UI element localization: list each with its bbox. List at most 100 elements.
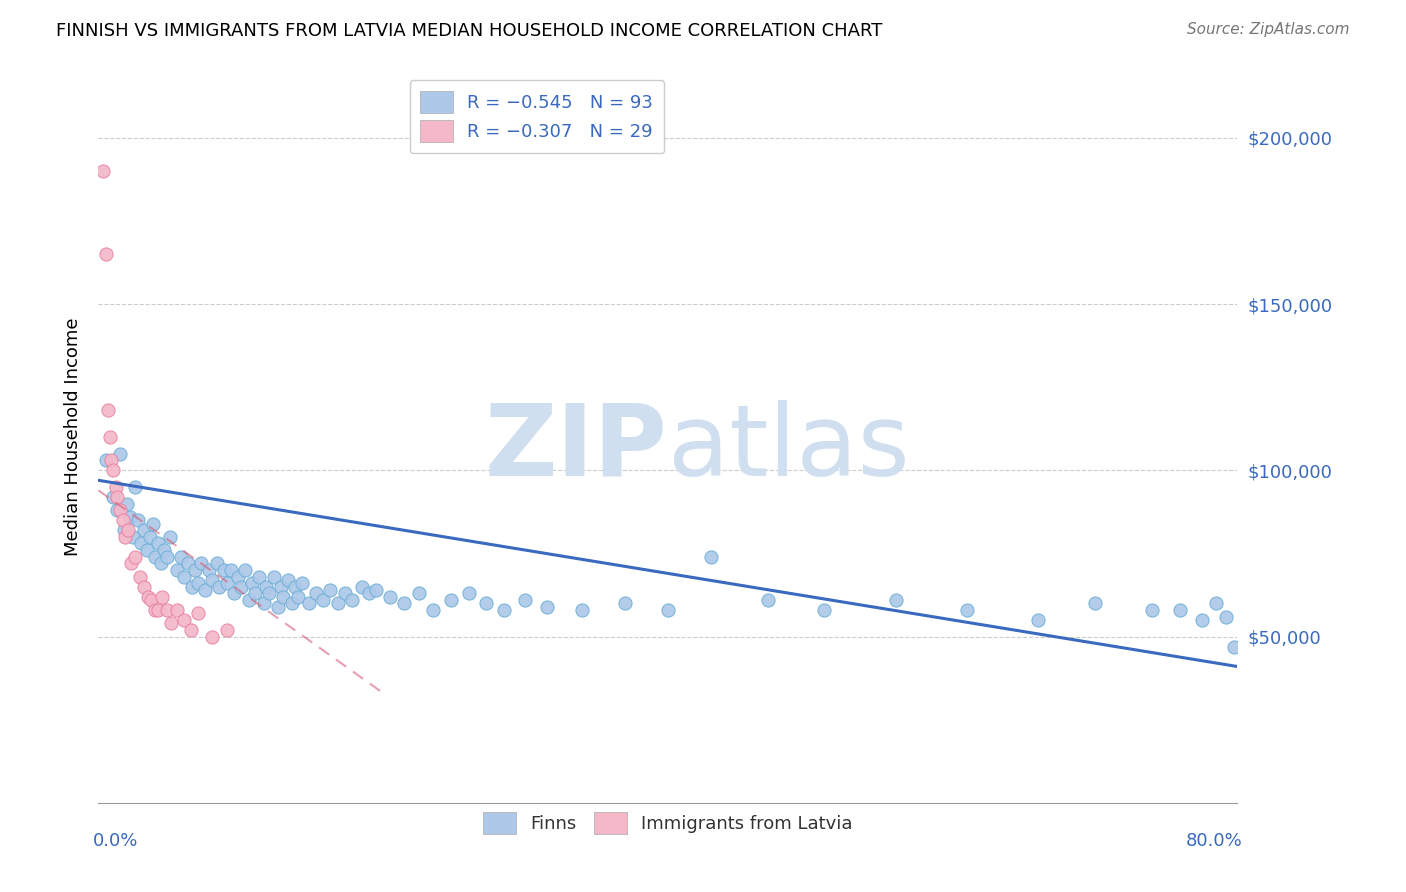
Point bbox=[657, 603, 679, 617]
Point bbox=[145, 549, 167, 564]
Point bbox=[177, 557, 200, 571]
Point bbox=[394, 596, 416, 610]
Point bbox=[208, 580, 231, 594]
Point bbox=[117, 523, 139, 537]
Point bbox=[1215, 609, 1237, 624]
Point bbox=[956, 603, 979, 617]
Point bbox=[1191, 613, 1213, 627]
Point bbox=[252, 596, 274, 610]
Point bbox=[350, 580, 373, 594]
Point bbox=[121, 530, 143, 544]
Point bbox=[124, 549, 146, 564]
Y-axis label: Median Household Income: Median Household Income bbox=[63, 318, 82, 557]
Point bbox=[100, 453, 122, 467]
Text: ZIP: ZIP bbox=[485, 400, 668, 497]
Point bbox=[194, 582, 217, 597]
Point bbox=[380, 590, 402, 604]
Point bbox=[104, 480, 127, 494]
Point bbox=[287, 590, 309, 604]
Point bbox=[148, 536, 170, 550]
Point bbox=[145, 603, 167, 617]
Point bbox=[153, 543, 176, 558]
Point bbox=[132, 523, 155, 537]
Point bbox=[215, 623, 238, 637]
Point bbox=[884, 593, 907, 607]
Point bbox=[184, 563, 207, 577]
Text: Source: ZipAtlas.com: Source: ZipAtlas.com bbox=[1187, 22, 1350, 37]
Point bbox=[240, 576, 263, 591]
Point bbox=[226, 570, 249, 584]
Point bbox=[364, 582, 387, 597]
Point bbox=[408, 586, 430, 600]
Point bbox=[281, 596, 304, 610]
Point bbox=[229, 580, 252, 594]
Point bbox=[187, 607, 209, 621]
Point bbox=[1170, 603, 1192, 617]
Point bbox=[238, 593, 260, 607]
Point bbox=[699, 549, 721, 564]
Point bbox=[94, 453, 117, 467]
Point bbox=[422, 603, 444, 617]
Text: atlas: atlas bbox=[668, 400, 910, 497]
Point bbox=[152, 590, 174, 604]
Point bbox=[440, 593, 463, 607]
Point bbox=[326, 596, 349, 610]
Point bbox=[156, 603, 179, 617]
Point bbox=[101, 463, 124, 477]
Point bbox=[756, 593, 779, 607]
Point bbox=[148, 603, 170, 617]
Point bbox=[243, 586, 266, 600]
Point bbox=[254, 580, 277, 594]
Point bbox=[166, 603, 188, 617]
Point bbox=[198, 563, 221, 577]
Point bbox=[340, 593, 363, 607]
Text: 80.0%: 80.0% bbox=[1187, 832, 1243, 850]
Point bbox=[614, 596, 637, 610]
Point bbox=[494, 603, 516, 617]
Point bbox=[98, 430, 121, 444]
Point bbox=[105, 490, 128, 504]
Point bbox=[1140, 603, 1163, 617]
Point bbox=[105, 503, 128, 517]
Point bbox=[132, 580, 155, 594]
Point bbox=[187, 576, 209, 591]
Point bbox=[222, 586, 245, 600]
Point bbox=[139, 593, 162, 607]
Point bbox=[108, 503, 131, 517]
Point bbox=[571, 603, 593, 617]
Point bbox=[190, 557, 212, 571]
Point bbox=[270, 580, 292, 594]
Point bbox=[124, 480, 146, 494]
Point bbox=[159, 530, 181, 544]
Point bbox=[1084, 596, 1107, 610]
Point bbox=[284, 580, 307, 594]
Point bbox=[536, 599, 558, 614]
Point bbox=[291, 576, 314, 591]
Point bbox=[128, 570, 150, 584]
Point bbox=[156, 549, 179, 564]
Point bbox=[277, 573, 299, 587]
Point bbox=[141, 516, 163, 531]
Point bbox=[333, 586, 356, 600]
Point bbox=[94, 247, 117, 261]
Point bbox=[813, 603, 835, 617]
Point bbox=[1223, 640, 1246, 654]
Point bbox=[1026, 613, 1049, 627]
Point bbox=[305, 586, 328, 600]
Point bbox=[457, 586, 479, 600]
Point bbox=[118, 509, 141, 524]
Point bbox=[312, 593, 335, 607]
Point bbox=[120, 557, 142, 571]
Point bbox=[112, 523, 135, 537]
Point bbox=[267, 599, 290, 614]
Point bbox=[127, 513, 149, 527]
Point bbox=[201, 573, 224, 587]
Point bbox=[233, 563, 256, 577]
Point bbox=[215, 576, 238, 591]
Point bbox=[180, 623, 202, 637]
Point bbox=[101, 490, 124, 504]
Point bbox=[273, 590, 295, 604]
Point bbox=[205, 557, 228, 571]
Point bbox=[129, 536, 152, 550]
Point bbox=[135, 543, 157, 558]
